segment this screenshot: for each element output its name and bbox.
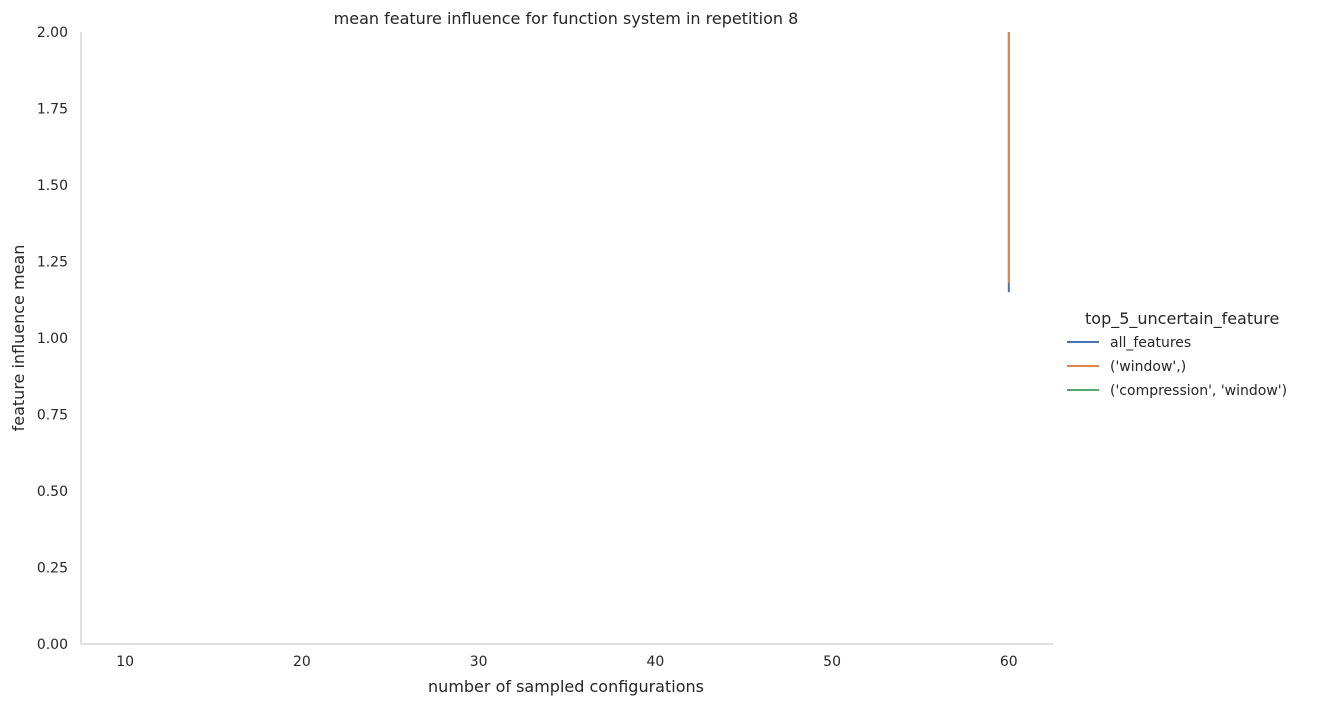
y-tick-label: 1.50: [37, 178, 68, 194]
x-ticks: 10 20 30 40 50 60: [116, 654, 1017, 670]
legend: top_5_uncertain_feature all_features ('wi…: [1067, 309, 1287, 399]
y-tick-label: 0.25: [37, 561, 68, 577]
y-tick-label: 1.25: [37, 255, 68, 271]
legend-label: ('window',): [1110, 359, 1186, 375]
x-tick-label: 60: [1000, 654, 1018, 670]
legend-label: all_features: [1110, 335, 1191, 351]
y-ticks: 0.00 0.25 0.50 0.75 1.00 1.25 1.50 1.75 2.00: [37, 25, 68, 653]
y-tick-label: 0.50: [37, 484, 68, 500]
legend-items: all_features ('window',) ('compression', '…: [1067, 335, 1287, 399]
chart-title: mean feature influence for function syst…: [334, 9, 799, 28]
x-tick-label: 50: [823, 654, 841, 670]
plot-area: [80, 32, 1053, 645]
y-tick-label: 1.00: [37, 331, 68, 347]
x-axis-title: number of sampled configurations: [428, 677, 704, 696]
x-tick-label: 30: [470, 654, 488, 670]
y-tick-label: 2.00: [37, 25, 68, 41]
legend-label: ('compression', 'window'): [1110, 383, 1287, 399]
legend-title: top_5_uncertain_feature: [1085, 309, 1279, 329]
y-tick-label: 0.00: [37, 637, 68, 653]
x-tick-label: 10: [116, 654, 134, 670]
x-tick-label: 20: [293, 654, 311, 670]
y-tick-label: 1.75: [37, 102, 68, 118]
y-tick-label: 0.75: [37, 408, 68, 424]
y-axis-title: feature influence mean: [9, 245, 28, 432]
x-tick-label: 40: [646, 654, 664, 670]
